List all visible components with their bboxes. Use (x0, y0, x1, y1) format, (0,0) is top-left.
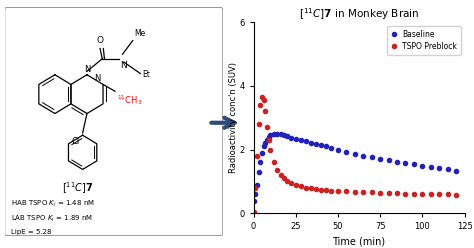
TSPO Preblock (259, 96, 265, 99)
TSPO Preblock (377, 191, 383, 194)
TSPO Preblock (453, 193, 459, 196)
TSPO Preblock (284, 179, 290, 182)
Baseline (318, 144, 324, 147)
TSPO Preblock (261, 99, 266, 102)
TSPO Preblock (386, 191, 392, 194)
Baseline (445, 168, 450, 171)
Baseline (428, 165, 434, 168)
TSPO Preblock (293, 183, 299, 186)
TSPO Preblock (256, 123, 262, 126)
TSPO Preblock (263, 110, 268, 113)
Y-axis label: Radioactivity conc'n (SUV): Radioactivity conc'n (SUV) (229, 62, 238, 173)
Text: LipE = 5.28: LipE = 5.28 (11, 229, 52, 235)
Baseline (271, 133, 277, 136)
Baseline (453, 169, 459, 172)
TSPO Preblock (394, 192, 400, 195)
TSPO Preblock (298, 185, 304, 188)
Baseline (284, 135, 290, 138)
TSPO Preblock (428, 192, 434, 195)
Baseline (298, 139, 304, 142)
Text: O: O (97, 36, 104, 45)
Baseline (252, 199, 257, 202)
TSPO Preblock (369, 191, 374, 194)
Text: HAB TSPO $\mathit{K}_i$ = 1.48 nM: HAB TSPO $\mathit{K}_i$ = 1.48 nM (11, 199, 95, 209)
TSPO Preblock (335, 189, 341, 192)
Baseline (402, 161, 408, 164)
TSPO Preblock (288, 181, 293, 184)
Baseline (323, 145, 329, 148)
Baseline (259, 151, 265, 154)
TSPO Preblock (303, 186, 309, 189)
Text: $[^{11}C]\mathbf{7}$: $[^{11}C]\mathbf{7}$ (62, 181, 93, 196)
Baseline (288, 136, 293, 139)
Baseline (313, 142, 319, 145)
Baseline (281, 134, 287, 137)
Baseline (263, 142, 268, 145)
Baseline (352, 152, 358, 155)
Text: N: N (94, 74, 101, 83)
TSPO Preblock (278, 174, 283, 177)
Baseline (419, 164, 425, 167)
Text: Me: Me (134, 29, 145, 38)
Baseline (278, 133, 283, 136)
TSPO Preblock (266, 139, 272, 142)
TSPO Preblock (281, 177, 287, 180)
Legend: Baseline, TSPO Preblock: Baseline, TSPO Preblock (387, 26, 461, 55)
TSPO Preblock (252, 210, 257, 213)
TSPO Preblock (445, 193, 450, 196)
TSPO Preblock (402, 192, 408, 195)
Baseline (264, 139, 270, 142)
TSPO Preblock (257, 104, 263, 107)
Line: TSPO Preblock: TSPO Preblock (252, 95, 458, 214)
Baseline (261, 145, 266, 148)
Baseline (303, 140, 309, 143)
Baseline (335, 148, 341, 151)
TSPO Preblock (352, 190, 358, 193)
Baseline (293, 137, 299, 140)
TSPO Preblock (313, 187, 319, 190)
Text: Cl: Cl (72, 137, 80, 146)
TSPO Preblock (328, 189, 334, 192)
TSPO Preblock (268, 148, 273, 151)
Baseline (394, 160, 400, 163)
Baseline (253, 193, 258, 196)
Baseline (369, 156, 374, 159)
TSPO Preblock (419, 192, 425, 195)
Baseline (411, 163, 417, 166)
Baseline (360, 154, 366, 157)
Baseline (328, 146, 334, 149)
TSPO Preblock (437, 193, 442, 196)
Line: Baseline: Baseline (252, 132, 458, 203)
TSPO Preblock (411, 192, 417, 195)
Baseline (386, 159, 392, 162)
Baseline (268, 134, 273, 137)
Text: $^{11}$CH$_3$: $^{11}$CH$_3$ (117, 93, 143, 107)
Baseline (254, 183, 260, 186)
TSPO Preblock (274, 169, 280, 172)
Baseline (344, 150, 349, 153)
Baseline (266, 135, 272, 138)
TSPO Preblock (264, 126, 270, 129)
TSPO Preblock (318, 188, 324, 191)
Title: $[^{11}C]\mathbf{7}$ in Monkey Brain: $[^{11}C]\mathbf{7}$ in Monkey Brain (299, 6, 419, 22)
TSPO Preblock (344, 190, 349, 193)
Baseline (437, 167, 442, 170)
Baseline (256, 170, 262, 173)
Text: LAB TSPO $\mathit{K}_i$ = 1.89 nM: LAB TSPO $\mathit{K}_i$ = 1.89 nM (11, 214, 93, 224)
Baseline (274, 132, 280, 135)
TSPO Preblock (254, 155, 260, 157)
Baseline (257, 161, 263, 164)
Text: Et: Et (143, 70, 150, 79)
Text: N: N (120, 61, 127, 70)
TSPO Preblock (271, 161, 277, 164)
X-axis label: Time (min): Time (min) (332, 237, 386, 247)
TSPO Preblock (360, 190, 366, 193)
FancyBboxPatch shape (5, 7, 223, 236)
Baseline (377, 157, 383, 160)
Text: N: N (84, 65, 90, 74)
TSPO Preblock (253, 186, 258, 189)
Baseline (308, 141, 314, 144)
TSPO Preblock (308, 187, 314, 190)
TSPO Preblock (323, 189, 329, 192)
